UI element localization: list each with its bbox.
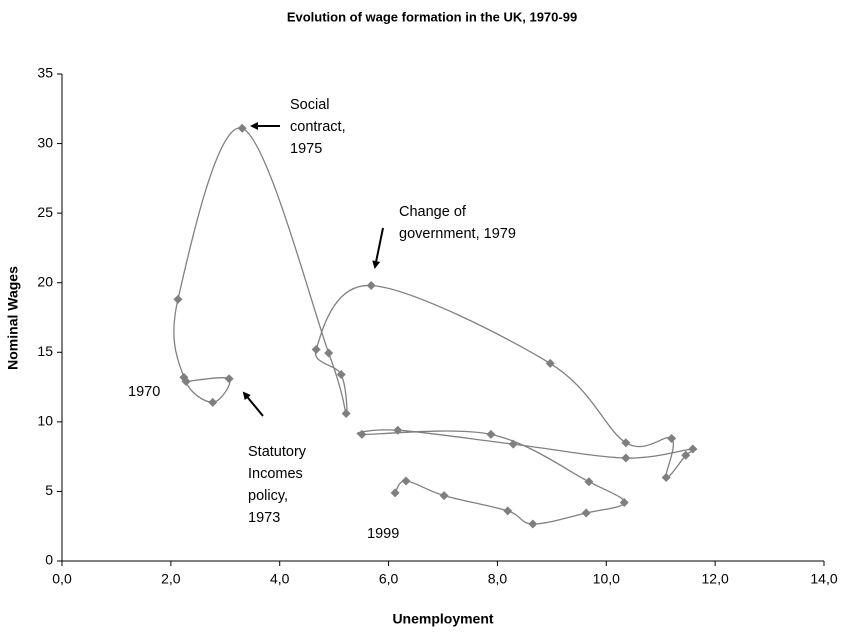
annotation-line: 1999 [367,526,399,542]
x-tick-label: 4,0 [270,571,290,587]
marker [401,476,411,486]
annotation: 1999 [367,526,399,542]
annotation-line: Change of [399,204,467,220]
x-tick-label: 0,0 [52,571,72,587]
x-tick-label: 10,0 [593,571,620,587]
marker [667,434,677,444]
marker [173,294,183,304]
marker [208,397,218,407]
marker [688,444,698,454]
annotation-line: policy, [248,488,288,504]
annotation-line: Social [290,97,330,113]
x-axis-title: Unemployment [392,611,493,627]
marker [439,491,449,501]
marker [528,519,538,529]
annotation: Social contract, 1975 [290,97,350,157]
annotation-line: contract, [290,119,346,135]
marker [341,409,351,419]
annotation-line: 1970 [128,384,160,400]
marker [357,429,367,439]
marker [179,372,189,382]
marker [324,348,334,358]
marker [681,450,691,460]
x-tick-label: 14,0 [810,571,837,587]
y-tick-label: 30 [37,134,53,150]
annotation: Statutory Incomes policy, 1973 [248,444,310,526]
annotation-line: Statutory [248,444,307,460]
x-tick-label: 6,0 [379,571,399,587]
marker [336,370,346,380]
plot-area: 0 5 10 15 20 25 30 35 0,0 2,0 4,0 6,0 8,0 10,0 12,0 14,… [37,65,837,587]
marker [366,280,376,290]
x-tick-label: 12,0 [702,571,729,587]
marker [237,123,247,133]
marker [621,453,631,463]
x-tick-label: 8,0 [488,571,508,587]
arrow [372,227,384,269]
annotation-line: 1975 [290,141,322,157]
marker [508,439,518,449]
marker [393,425,403,435]
annotation: Change of government, 1979 [399,204,516,242]
y-tick-label: 20 [37,273,53,289]
y-tick-label: 10 [37,413,53,429]
arrow [242,391,264,417]
marker [584,477,594,487]
marker [581,508,591,518]
marker [621,438,631,448]
y-tick-label: 35 [37,65,53,81]
marker [619,498,629,508]
marker [390,488,400,498]
marker [486,429,496,439]
x-tick-label: 2,0 [161,571,181,587]
y-axis-title: Nominal Wages [5,266,21,370]
marker [311,345,321,355]
marker [661,473,671,483]
y-tick-label: 15 [37,343,53,359]
series-line [173,127,698,525]
chart-title: Evolution of wage formation in the UK, 1… [287,9,577,24]
annotation: 1970 [128,384,160,400]
marker [503,506,513,516]
y-tick-label: 25 [37,204,53,220]
annotation-line: government, 1979 [399,226,516,242]
y-tick-label: 5 [45,482,53,498]
marker [224,374,234,384]
marker [545,358,555,368]
annotation-line: Incomes [248,466,303,482]
y-tick-label: 0 [45,552,53,568]
annotation-line: 1973 [248,510,280,526]
